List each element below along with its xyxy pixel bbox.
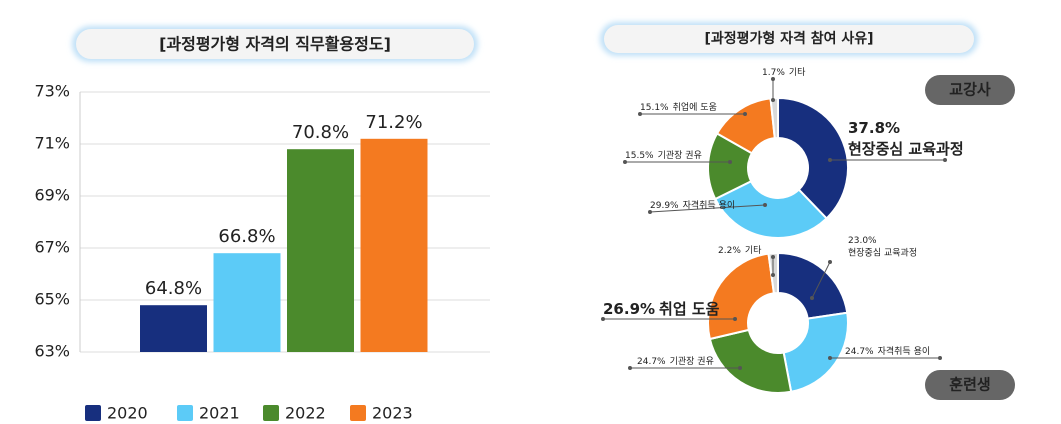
value-label: 15.5% [625,151,654,161]
legend-label: 2020 [107,404,148,423]
bar [140,305,207,352]
data-label: 37.8% 현장중심 교육과정 [848,119,964,158]
y-tick-label: 67% [34,238,70,257]
badge [925,370,1015,400]
leader-dot [628,366,632,370]
badge [925,75,1015,105]
badge-label: 훈련생 [949,376,990,394]
data-label: 15.5% 기관장 권유 [625,149,702,161]
category-label: 취업 도움 [659,300,720,318]
donut-slice [708,328,793,394]
category-label: 자격취득 용이 [683,199,736,211]
data-label: 1.7% 기타 [762,67,806,78]
leader-dot [601,317,605,321]
value-label: 71.2% [365,112,422,133]
leader-dot [728,160,732,164]
leader-dot [743,112,747,116]
data-label: 23.0% 현장중심 교육과정 [848,236,917,259]
leader-dot [771,255,775,259]
legend-label: 2021 [199,404,240,423]
value-label: 24.7% [845,347,874,357]
legend-label: 2023 [372,404,413,423]
leader-line [811,261,831,299]
category-label: 기타 [789,67,806,78]
title-box [76,29,474,59]
badge-label: 교강사 [949,81,991,99]
value-label: 66.8% [218,226,275,247]
category-label: 취업에 도움 [673,102,717,113]
leader-dot [738,366,742,370]
bar [360,138,428,352]
category-label: 현장중심 교육과정 [848,140,964,158]
leader-dot [763,203,767,207]
leader-dot [828,158,832,162]
chart-title: [과정평가형 자격 참여 사유] [704,30,873,47]
donut-slice [777,96,849,220]
legend-swatch [263,405,279,421]
leader-dot [771,273,775,277]
leader-dot [828,260,832,264]
legend-label: 2022 [285,404,326,423]
value-label: 23.0% [848,236,877,246]
category-label: 자격취득 용이 [878,345,931,357]
value-label: 29.9% [650,201,679,211]
category-label: 기관장 권유 [658,149,702,161]
legend-swatch [85,405,101,421]
leader-dot [810,296,814,300]
bar [213,253,281,352]
donut-slice [782,311,849,393]
value-label: 1.7% [762,68,785,78]
y-tick-label: 73% [34,82,70,101]
title-box [604,25,974,53]
leader-dot [623,160,627,164]
value-label: 64.8% [145,278,202,299]
y-tick-label: 71% [34,134,70,153]
leader-dot [938,356,942,360]
data-label: 2.2% 기타 [718,245,762,256]
value-label: 2.2% [718,246,741,256]
data-label: 26.9% 취업 도움 [603,300,720,318]
data-label: 24.7% 자격취득 용이 [845,345,930,357]
leader-dot [638,112,642,116]
value-label: 26.9% [603,300,655,318]
category-label: 현장중심 교육과정 [848,247,917,258]
y-tick-label: 63% [34,342,70,361]
value-label: 24.7% [637,357,666,367]
value-label: 15.1% [640,103,669,113]
leader-line [649,204,766,213]
category-label: 기타 [745,245,762,256]
category-label: 기관장 권유 [670,355,714,367]
leader-dot [943,158,947,162]
legend-swatch [350,405,366,421]
leader-dot [771,77,775,81]
value-label: 37.8% [848,119,900,137]
data-label: 29.9% 자격취득 용이 [650,199,735,211]
donut-slice [707,252,776,341]
bar [287,149,354,352]
value-label: 70.8% [292,122,349,143]
legend-swatch [177,405,193,421]
leader-dot [648,210,652,214]
leader-dot [771,98,775,102]
data-label: 15.1% 취업에 도움 [640,102,717,113]
donut-slice [713,179,828,239]
chart-title: [과정평가형 자격의 직무활용정도] [159,35,391,54]
data-label: 24.7% 기관장 권유 [637,355,714,367]
y-tick-label: 65% [34,290,70,309]
y-tick-label: 69% [34,186,70,205]
donut-slice [777,251,849,320]
leader-dot [733,317,737,321]
leader-dot [828,356,832,360]
